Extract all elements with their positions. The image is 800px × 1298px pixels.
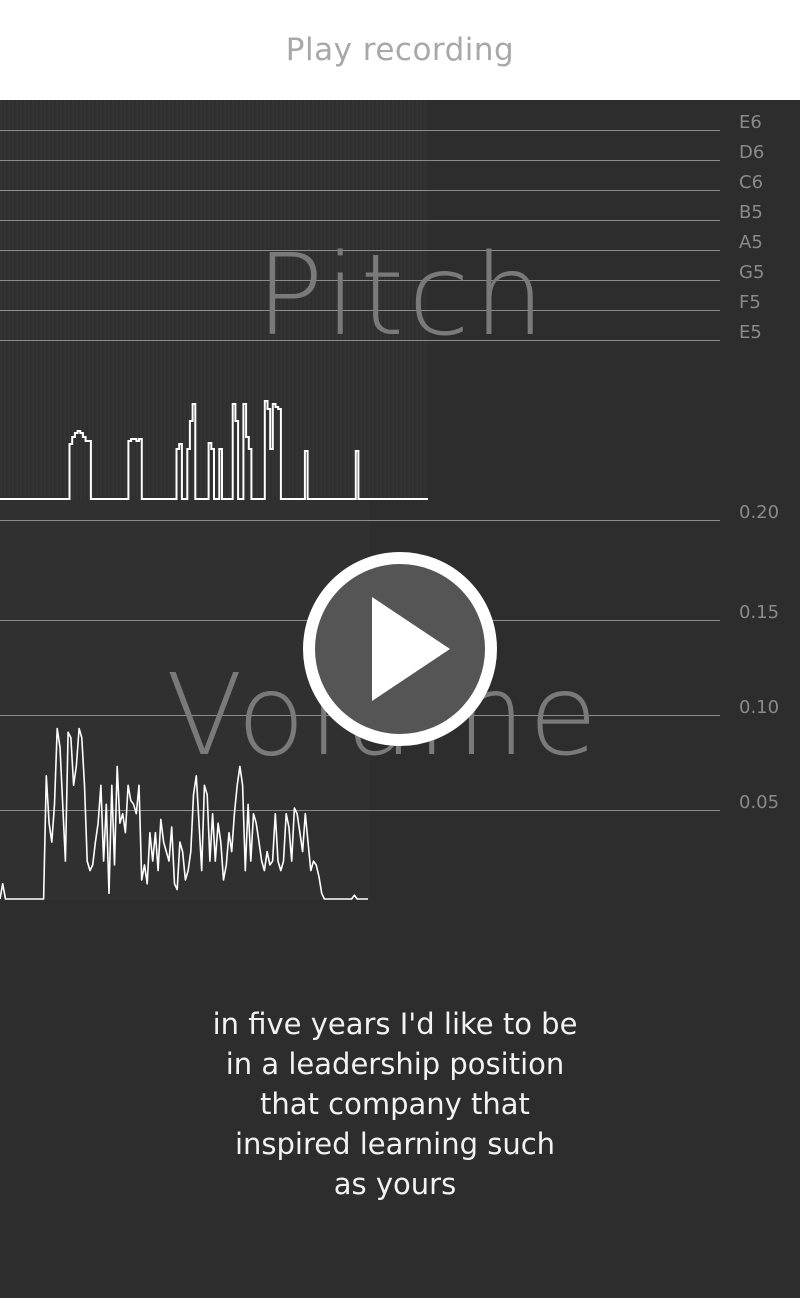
pitch-section-label: Pitch bbox=[256, 231, 549, 361]
volume-tick-label: 0.20 bbox=[739, 502, 780, 523]
volume-tick-label: 0.10 bbox=[739, 697, 780, 718]
pitch-trace-line bbox=[0, 400, 428, 500]
pitch-note-label: B5 bbox=[739, 202, 763, 223]
volume-gridline bbox=[0, 520, 720, 521]
pitch-gridline bbox=[0, 280, 720, 281]
pitch-gridline bbox=[0, 130, 720, 131]
header-bar: Play recording bbox=[0, 0, 800, 100]
waveform-layer bbox=[0, 400, 428, 900]
play-icon bbox=[303, 552, 497, 746]
pitch-note-label: C6 bbox=[739, 172, 764, 193]
pitch-note-label: F5 bbox=[739, 292, 761, 313]
recording-visualization: E6 D6 C6 B5 A5 G5 F5 E5 0.20 0.15 0.10 0… bbox=[0, 100, 800, 1298]
pitch-gridline bbox=[0, 250, 720, 251]
volume-panel-background bbox=[0, 500, 370, 900]
pitch-gridline bbox=[0, 340, 720, 341]
pitch-note-label: E6 bbox=[739, 112, 762, 133]
pitch-note-label: E5 bbox=[739, 322, 762, 343]
pitch-gridline bbox=[0, 310, 720, 311]
volume-tick-label: 0.05 bbox=[739, 792, 780, 813]
pitch-gridline bbox=[0, 220, 720, 221]
pitch-note-label: A5 bbox=[739, 232, 763, 253]
volume-tick-label: 0.15 bbox=[739, 602, 780, 623]
volume-trace-line bbox=[0, 727, 368, 900]
pitch-note-label: D6 bbox=[739, 142, 765, 163]
pitch-gridline bbox=[0, 190, 720, 191]
pitch-panel-background bbox=[0, 100, 428, 500]
pitch-note-label: G5 bbox=[739, 262, 765, 283]
page-title: Play recording bbox=[285, 32, 515, 68]
transcript-text: in five years I'd like to be in a leader… bbox=[212, 1007, 578, 1201]
volume-gridline bbox=[0, 810, 720, 811]
pitch-gridline bbox=[0, 160, 720, 161]
play-button[interactable] bbox=[302, 551, 498, 747]
